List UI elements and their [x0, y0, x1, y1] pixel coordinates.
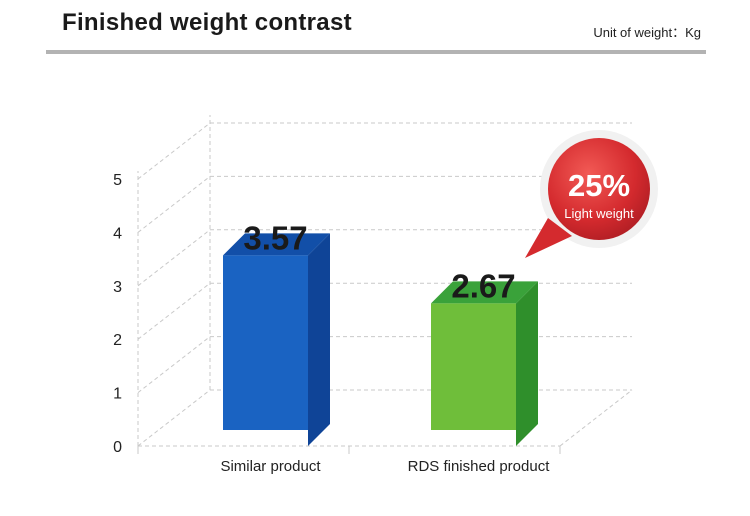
bar-top-face — [223, 233, 330, 256]
bar — [223, 255, 308, 430]
y-tick-label: 4 — [113, 225, 122, 242]
header-divider — [46, 50, 706, 54]
callout-circle — [548, 138, 650, 240]
y-tick-label: 3 — [113, 279, 122, 296]
gridline-diagonal — [137, 282, 211, 340]
gridline-diagonal — [137, 389, 211, 447]
callout-percent: 25% — [568, 168, 630, 203]
lightweight-callout-badge: 25% Light weight — [525, 130, 658, 258]
bar-side-face — [308, 233, 330, 446]
gridline-diagonal — [137, 229, 211, 287]
y-tick-label: 0 — [113, 439, 122, 456]
callout-pointer — [525, 218, 572, 258]
bar-top-face — [431, 281, 538, 304]
unit-label: Unit of weight：Kg — [593, 25, 701, 40]
bar-value-label: 3.57 — [243, 219, 307, 256]
x-category-label: Similar product — [220, 458, 321, 475]
y-tick-label: 1 — [113, 386, 122, 403]
bar-value-label: 2.67 — [451, 267, 515, 304]
y-tick-label: 2 — [113, 332, 122, 349]
gridline-diagonal — [137, 336, 211, 393]
gridline-diagonal — [137, 122, 211, 180]
bar — [431, 303, 516, 430]
bar-side-face — [516, 281, 538, 446]
y-tick-label: 5 — [113, 172, 122, 189]
gridline-diagonal — [137, 176, 211, 233]
chart-title: Finished weight contrast — [62, 9, 352, 36]
floor-right-edge — [559, 389, 633, 447]
x-category-label: RDS finished product — [408, 458, 551, 475]
callout-label: Light weight — [564, 206, 634, 221]
